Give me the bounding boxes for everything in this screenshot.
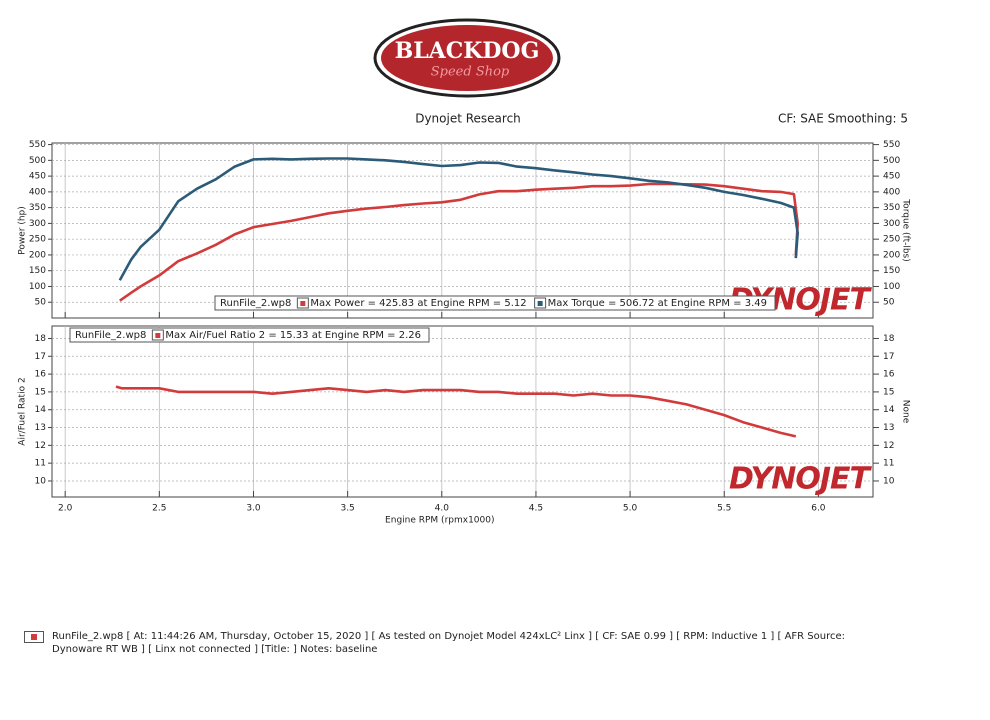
y-tick-label: 16	[35, 370, 47, 380]
y-axis-title: Power (hp)	[18, 206, 28, 255]
settings: CF: SAE Smoothing: 5	[778, 112, 908, 126]
y2-tick-label: 16	[883, 370, 895, 380]
y2-tick-label: 50	[883, 298, 895, 308]
y2-tick-label: 15	[883, 387, 894, 397]
y2-tick-label: 18	[883, 334, 895, 344]
x-tick-label: 4.5	[529, 504, 543, 514]
y2-axis-title: None	[901, 400, 911, 424]
y2-tick-label: 150	[883, 266, 900, 276]
y2-tick-label: 10	[883, 476, 895, 486]
legend-box	[214, 295, 776, 311]
y2-tick-label: 400	[883, 187, 900, 197]
plot-frame	[51, 325, 874, 498]
x-axis-title: Engine RPM (rpmx1000)	[385, 516, 494, 526]
legend-marker	[537, 301, 543, 306]
y2-tick-label: 11	[883, 459, 894, 469]
y2-tick-label: 500	[883, 156, 900, 166]
y2-tick-label: 100	[883, 282, 900, 292]
y2-tick-label: 450	[883, 172, 900, 182]
y-tick-label: 14	[35, 405, 47, 415]
y2-tick-label: 12	[883, 441, 894, 451]
y-tick-label: 300	[29, 219, 46, 229]
y-tick-label: 150	[29, 266, 46, 276]
y2-tick-label: 13	[883, 423, 894, 433]
series-line	[115, 385, 797, 438]
y-tick-label: 100	[29, 282, 46, 292]
x-tick-label: 4.0	[435, 504, 450, 514]
legend: RunFile_2.wp8 Max Power = 425.83 at Engin…	[214, 295, 776, 311]
y-tick-label: 500	[29, 156, 46, 166]
y2-tick-label: 350	[883, 203, 900, 213]
plot-frame	[51, 142, 874, 319]
y-tick-label: 350	[29, 203, 46, 213]
y-tick-label: 200	[29, 250, 46, 260]
legend-label: Max Air/Fuel Ratio 2 = 15.33 at Engine R…	[165, 330, 421, 341]
series-line	[119, 182, 799, 302]
legend-marker	[155, 333, 161, 338]
legend-file: RunFile_2.wp8	[220, 298, 291, 309]
legend: RunFile_2.wp8 Max Air/Fuel Ratio 2 = 15.3…	[69, 327, 430, 343]
y-tick-label: 450	[29, 172, 46, 182]
legend-label: Max Torque = 506.72 at Engine RPM = 3.49	[548, 298, 767, 309]
run-icon	[24, 631, 44, 643]
x-tick-label: 3.0	[246, 504, 261, 514]
watermark: DYNOJET	[729, 462, 873, 497]
logo-title: BLACKDOG	[395, 38, 540, 64]
y-tick-label: 10	[35, 476, 47, 486]
series-line	[118, 157, 799, 281]
run-info: RunFile_2.wp8 [ At: 11:44:26 AM, Thursda…	[24, 630, 874, 656]
y-tick-label: 550	[29, 140, 46, 150]
legend-marker	[300, 301, 306, 306]
y-tick-label: 12	[35, 441, 46, 451]
logo-subtitle: Speed Shop	[431, 65, 510, 80]
x-tick-label: 3.5	[340, 504, 354, 514]
y2-tick-label: 14	[883, 405, 895, 415]
legend-file: RunFile_2.wp8	[75, 330, 146, 341]
y2-tick-label: 200	[883, 250, 900, 260]
y-axis-title: Air/Fuel Ratio 2	[18, 377, 28, 445]
y-tick-label: 250	[29, 235, 46, 245]
x-tick-label: 2.5	[152, 504, 166, 514]
y2-tick-label: 17	[883, 352, 894, 362]
y-tick-label: 50	[35, 298, 47, 308]
x-tick-label: 5.0	[623, 504, 638, 514]
logo-badge	[381, 25, 553, 91]
x-tick-label: 5.5	[717, 504, 731, 514]
y2-axis-title: Torque (ft-lbs)	[901, 198, 911, 262]
y-tick-label: 17	[35, 352, 46, 362]
y2-tick-label: 250	[883, 235, 900, 245]
y2-tick-label: 550	[883, 140, 900, 150]
company: Dynojet Research	[415, 112, 521, 126]
y-tick-label: 13	[35, 423, 46, 433]
x-tick-label: 2.0	[58, 504, 73, 514]
y2-tick-label: 300	[883, 219, 900, 229]
legend-label: Max Power = 425.83 at Engine RPM = 5.12	[310, 298, 526, 309]
run-text: RunFile_2.wp8 [ At: 11:44:26 AM, Thursda…	[52, 631, 846, 655]
y-tick-label: 18	[35, 334, 47, 344]
y-tick-label: 400	[29, 187, 46, 197]
y-tick-label: 15	[35, 387, 46, 397]
x-tick-label: 6.0	[811, 504, 826, 514]
y-tick-label: 11	[35, 459, 46, 469]
